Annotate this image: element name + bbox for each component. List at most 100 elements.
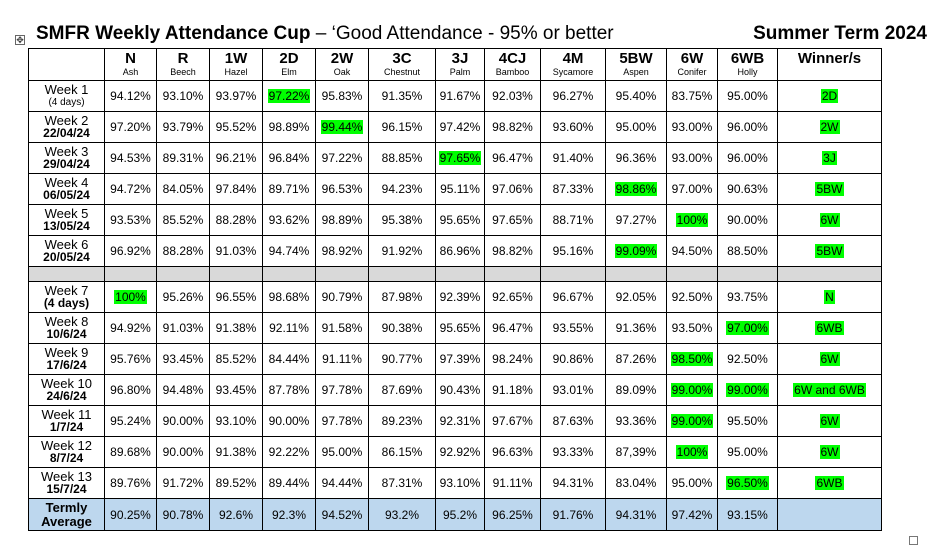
class-code: 1W <box>224 50 248 67</box>
attendance-value: 93.75% <box>727 290 768 304</box>
attendance-cell: 96.53% <box>315 173 369 205</box>
attendance-value: 96.15% <box>381 120 423 134</box>
week-label: Week 5 <box>44 206 89 221</box>
attendance-value: 91.03% <box>215 244 257 258</box>
attendance-cell: 92.92% <box>435 436 485 468</box>
attendance-value: 86.96% <box>439 244 481 258</box>
attendance-cell: 100% <box>666 204 718 236</box>
attendance-value: 96.00% <box>727 120 768 134</box>
attendance-value: 93.00% <box>671 120 713 134</box>
attendance-value: 88.71% <box>552 213 594 227</box>
attendance-cell: 85.52% <box>209 343 263 375</box>
winner-cell: 2W <box>777 111 882 143</box>
attendance-cell: 97.22% <box>262 80 316 112</box>
week-date: 20/05/24 <box>43 250 90 264</box>
attendance-cell: 93.33% <box>540 436 606 468</box>
attendance-value: 95.00% <box>671 476 713 490</box>
attendance-cell: 87.69% <box>368 374 436 406</box>
attendance-value: 89.44% <box>268 476 310 490</box>
attendance-value: 96.00% <box>727 151 768 165</box>
attendance-value: 98.86% <box>614 182 658 196</box>
attendance-value: 92.22% <box>268 445 310 459</box>
week-label-cell: Week 13 15/7/24 <box>28 467 105 499</box>
attendance-cell: 93.75% <box>717 281 778 313</box>
attendance-cell: 88.85% <box>368 142 436 174</box>
attendance-value: 99.00% <box>670 414 714 428</box>
attendance-cell: 97.78% <box>315 405 369 437</box>
attendance-value: 92.11% <box>269 321 309 335</box>
move-anchor-icon[interactable]: ✥ <box>15 35 25 45</box>
table-row: Week 12 8/7/24 89.68% 90.00% 91.38% 92.22% 95.… <box>28 436 882 468</box>
attendance-value: 89.76% <box>110 476 151 490</box>
attendance-value: 97.39% <box>439 352 481 366</box>
average-value: 90.25% <box>110 507 151 522</box>
attendance-cell: 93.45% <box>156 343 210 375</box>
class-header: 3J Palm <box>435 48 485 81</box>
attendance-cell: 87.26% <box>605 343 667 375</box>
attendance-cell: 93.55% <box>540 312 606 344</box>
winner-cell: 6W and 6WB <box>777 374 882 406</box>
attendance-cell: 96.00% <box>717 142 778 174</box>
week-label: Week 11 <box>41 407 92 422</box>
resize-handle-icon[interactable] <box>909 536 918 545</box>
attendance-value: 95.24% <box>110 414 151 428</box>
class-header: 6WB Holly <box>717 48 778 81</box>
attendance-value: 90.00% <box>162 414 204 428</box>
class-code: 3J <box>451 50 469 67</box>
attendance-cell: 91.35% <box>368 80 436 112</box>
attendance-value: 97.00% <box>671 182 713 196</box>
attendance-value: 93.00% <box>671 151 713 165</box>
attendance-cell: 96.67% <box>540 281 606 313</box>
attendance-value: 93.45% <box>162 352 204 366</box>
attendance-value: 92.50% <box>727 352 768 366</box>
attendance-cell: 93.00% <box>666 111 718 143</box>
header-blank-cell <box>28 48 105 81</box>
attendance-value: 95.38% <box>381 213 423 227</box>
attendance-value: 93.53% <box>110 213 151 227</box>
attendance-value: 96.27% <box>552 89 594 103</box>
attendance-cell: 90.86% <box>540 343 606 375</box>
winner-cell: 3J <box>777 142 882 174</box>
average-cell: 94.31% <box>605 498 667 531</box>
class-header: 1W Hazel <box>209 48 263 81</box>
attendance-cell: 95.00% <box>717 80 778 112</box>
attendance-value: 95.50% <box>727 414 768 428</box>
attendance-cell: 95.52% <box>209 111 263 143</box>
class-name: Bamboo <box>495 67 530 77</box>
attendance-value: 97.65% <box>492 213 533 227</box>
attendance-value: 92.39% <box>439 290 481 304</box>
attendance-value: 95.16% <box>552 244 594 258</box>
attendance-cell: 97.00% <box>717 312 778 344</box>
attendance-value: 100% <box>675 445 709 459</box>
attendance-cell: 98.86% <box>605 173 667 205</box>
attendance-cell: 99.00% <box>717 374 778 406</box>
average-value: 92.6% <box>218 507 254 522</box>
attendance-cell: 93.53% <box>104 204 157 236</box>
week-label-cell: Week 6 20/05/24 <box>28 235 105 267</box>
attendance-cell: 93.01% <box>540 374 606 406</box>
attendance-value: 94.48% <box>162 383 204 397</box>
class-code: 2D <box>279 50 299 67</box>
title-bold: SMFR Weekly Attendance Cup <box>36 23 311 44</box>
attendance-value: 95.00% <box>321 445 363 459</box>
attendance-cell: 96.15% <box>368 111 436 143</box>
table-row: Week 5 13/05/24 93.53% 85.52% 88.28% 93.62% 98… <box>28 204 882 236</box>
attendance-value: 96.67% <box>552 290 594 304</box>
attendance-cell: 87.31% <box>368 467 436 499</box>
attendance-cell: 95.00% <box>717 436 778 468</box>
average-cell: 94.52% <box>315 498 369 531</box>
average-label-cell: Termly Average <box>28 498 105 531</box>
attendance-cell: 94.31% <box>540 467 606 499</box>
week-date: 1/7/24 <box>49 420 84 434</box>
attendance-cell: 89.68% <box>104 436 157 468</box>
separator-cell <box>605 266 667 282</box>
attendance-cell: 94.50% <box>666 235 718 267</box>
average-cell: 92.3% <box>262 498 316 531</box>
attendance-value: 100% <box>114 290 147 304</box>
attendance-value: 95.00% <box>727 445 768 459</box>
class-code: 5BW <box>619 50 653 67</box>
attendance-value: 98.50% <box>670 352 714 366</box>
attendance-cell: 83.04% <box>605 467 667 499</box>
attendance-value: 98.82% <box>492 244 533 258</box>
attendance-value: 95.52% <box>215 120 257 134</box>
